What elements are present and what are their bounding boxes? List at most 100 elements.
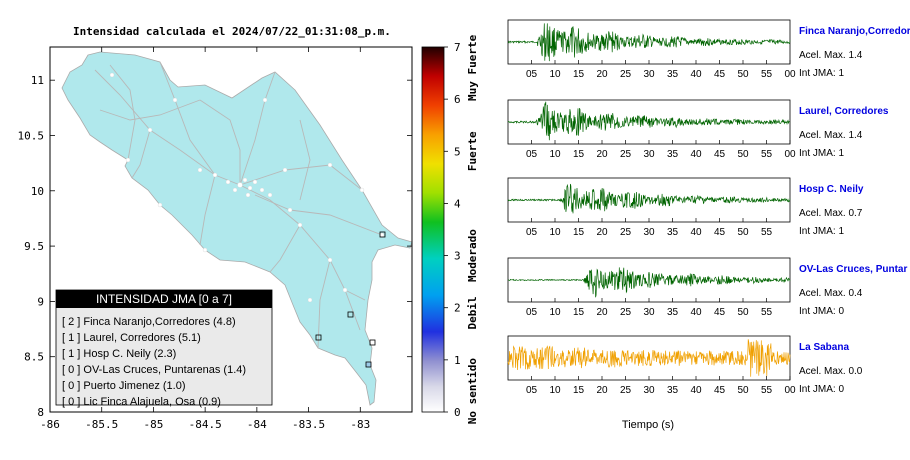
- seismogram-panels: 05 10 15 20 25 30 35 40 45 50 55 00 Finca Naranjo,Co…: [507, 19, 910, 396]
- seismogram-tick-label: 10: [549, 149, 561, 160]
- station-accel: Acel. Max. 0.4: [799, 288, 863, 299]
- colorbar-tick-label: 7: [454, 41, 461, 54]
- seismogram-tick-label: 55: [761, 307, 773, 318]
- legend-item: [ 0 ] OV-Las Cruces, Puntarenas (1.4): [62, 364, 246, 376]
- intensity-legend: INTENSIDAD JMA [0 a 7] [ 2 ] Finca Naran…: [55, 289, 273, 408]
- seismogram-tick-label: 50: [737, 227, 749, 238]
- seismogram-tick-label: 30: [643, 227, 655, 238]
- seismogram-tick-label: 50: [737, 385, 749, 396]
- legend-item: [ 0 ] Lic Finca Alajuela, Osa (0.9): [62, 396, 221, 408]
- map-y-tick-label: 11: [31, 74, 44, 87]
- colorbar-class-label: Debil: [466, 296, 479, 329]
- seismogram-panel: 05 10 15 20 25 30 35 40 45 50 55 00 La Sabana Acel. M…: [507, 335, 863, 396]
- seismogram-tick-label: 00: [784, 149, 796, 160]
- seismogram-tick-label: 25: [620, 149, 632, 160]
- seismogram-tick-label: 55: [761, 69, 773, 80]
- station-accel: Acel. Max. 1.4: [799, 50, 863, 61]
- colorbar-tick-label: 4: [454, 197, 461, 210]
- seismogram-tick-label: 35: [667, 227, 679, 238]
- station-intensity: Int JMA: 0: [799, 384, 844, 395]
- legend-item: [ 1 ] Hosp C. Neily (2.3): [62, 348, 176, 360]
- colorbar-tick-label: 2: [454, 302, 461, 315]
- seismogram-trace: [507, 339, 791, 377]
- legend-item: [ 2 ] Finca Naranjo,Corredores (4.8): [62, 316, 236, 328]
- seismogram-trace: [507, 267, 791, 298]
- seismogram-tick-label: 40: [690, 149, 702, 160]
- seismogram-panel: 05 10 15 20 25 30 35 40 45 50 55 00 Laurel, Corredor…: [507, 99, 889, 160]
- seismogram-tick-label: 15: [573, 149, 585, 160]
- seismogram-tick-label: 00: [784, 69, 796, 80]
- map-y-tick-label: 8.5: [24, 351, 44, 364]
- map-title: Intensidad calculada el 2024/07/22_01:31…: [73, 25, 391, 38]
- seismogram-tick-label: 00: [784, 385, 796, 396]
- seismogram-tick-label: 40: [690, 69, 702, 80]
- intensity-colorbar: 7 6 5 4 3 2 1 0 Muy Fuerte Fuerte Moderado Debil No…: [421, 34, 479, 424]
- station-intensity: Int JMA: 0: [799, 306, 844, 317]
- station-accel: Acel. Max. 0.7: [799, 208, 863, 219]
- seismogram-tick-label: 45: [714, 227, 726, 238]
- station-name: Laurel, Corredores: [799, 106, 889, 117]
- legend-item: [ 1 ] Laurel, Corredores (5.1): [62, 332, 201, 344]
- station-name: OV-Las Cruces, Puntar: [799, 264, 907, 275]
- seismogram-tick-label: 35: [667, 385, 679, 396]
- seismogram-trace: [507, 23, 791, 62]
- station-accel: Acel. Max. 0.0: [799, 366, 863, 377]
- map-y-tick-label: 10: [31, 185, 44, 198]
- seismogram-tick-label: 15: [573, 227, 585, 238]
- seismogram-tick-label: 50: [737, 69, 749, 80]
- seismogram-tick-label: 50: [737, 149, 749, 160]
- seismogram-x-label: Tiempo (s): [622, 419, 674, 431]
- station-name: Hosp C. Neily: [799, 184, 864, 195]
- seismogram-tick-label: 20: [596, 227, 608, 238]
- seismogram-tick-label: 20: [596, 69, 608, 80]
- legend-item: [ 0 ] Puerto Jimenez (1.0): [62, 380, 186, 392]
- costa-rica-landmass: [61, 51, 413, 406]
- seismogram-tick-label: 40: [690, 307, 702, 318]
- colorbar-tick-label: 1: [454, 354, 461, 367]
- seismogram-tick-label: 15: [573, 385, 585, 396]
- colorbar-class-label: Fuerte: [466, 131, 479, 171]
- station-dots: [109, 72, 385, 303]
- road-network: [94, 61, 383, 349]
- map-y-axis: 11 10.5 10 9.5 9 8.5 8: [18, 74, 412, 419]
- station-accel: Acel. Max. 1.4: [799, 130, 863, 141]
- seismogram-tick-label: 25: [620, 227, 632, 238]
- seismogram-tick-label: 30: [643, 307, 655, 318]
- seismogram-tick-label: 05: [526, 69, 538, 80]
- seismogram-tick-label: 25: [620, 69, 632, 80]
- map-x-tick-label: -85: [143, 418, 163, 431]
- seismogram-tick-label: 10: [549, 385, 561, 396]
- legend-title: INTENSIDAD JMA [0 a 7]: [96, 292, 232, 306]
- station-intensity: Int JMA: 1: [799, 148, 844, 159]
- seismogram-tick-label: 35: [667, 69, 679, 80]
- seismogram-tick-label: 40: [690, 227, 702, 238]
- colorbar-tick-label: 3: [454, 250, 461, 263]
- seismogram-tick-label: 50: [737, 307, 749, 318]
- seismogram-tick-label: 10: [549, 307, 561, 318]
- colorbar-gradient: [421, 46, 445, 413]
- seismogram-tick-label: 55: [761, 227, 773, 238]
- map-x-tick-label: -86: [40, 418, 60, 431]
- seismogram-tick-label: 20: [596, 385, 608, 396]
- seismogram-tick-label: 45: [714, 385, 726, 396]
- station-intensity: Int JMA: 1: [799, 68, 844, 79]
- seismogram-tick-label: 05: [526, 149, 538, 160]
- seismogram-tick-label: 40: [690, 385, 702, 396]
- map-y-tick-label: 9.5: [24, 240, 44, 253]
- station-name: Finca Naranjo,Corredor: [799, 26, 910, 37]
- seismogram-tick-label: 25: [620, 307, 632, 318]
- seismogram-panel: 05 10 15 20 25 30 35 40 45 50 55 Hosp C. Neily Acel.…: [507, 177, 864, 238]
- seismogram-trace: [507, 101, 791, 141]
- colorbar-class-label: Muy Fuerte: [466, 34, 479, 101]
- seismogram-tick-label: 15: [573, 307, 585, 318]
- seismogram-tick-label: 30: [643, 385, 655, 396]
- map-x-axis: -86 -85.5 -85 -84.5 -84 -83.5 -83: [40, 47, 370, 431]
- map-x-tick-label: -83.5: [292, 418, 325, 431]
- seismogram-tick-label: 25: [620, 385, 632, 396]
- map-y-tick-label: 9: [37, 295, 44, 308]
- map-x-tick-label: -85.5: [85, 418, 118, 431]
- seismogram-tick-label: 05: [526, 385, 538, 396]
- colorbar-tick-label: 0: [454, 406, 461, 419]
- seismogram-panel: 05 10 15 20 25 30 35 40 45 50 55 00 Finca Naranjo,Co…: [507, 19, 910, 80]
